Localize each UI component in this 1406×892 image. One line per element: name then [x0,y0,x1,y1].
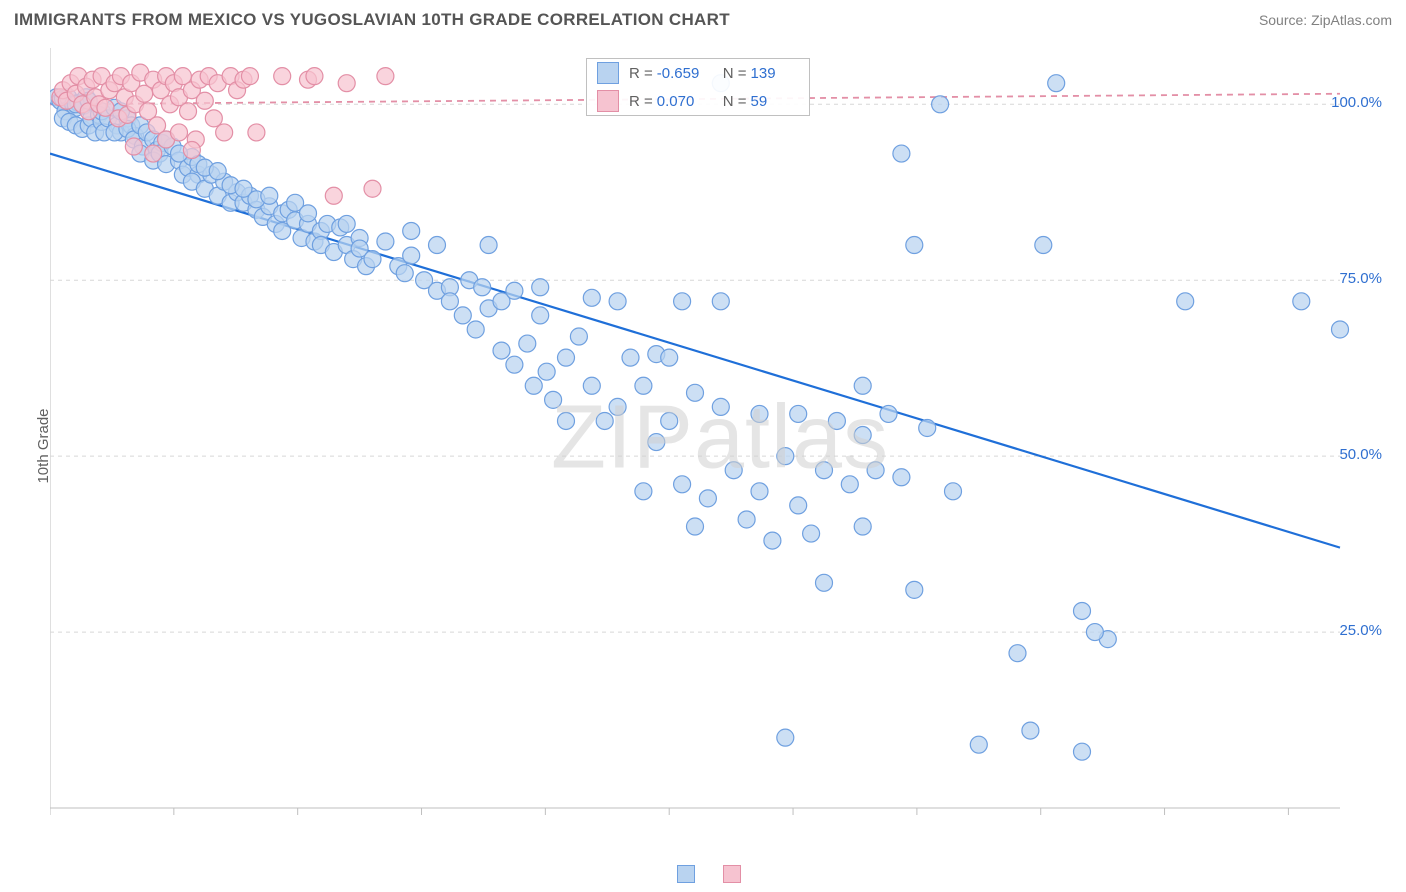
legend-swatch [723,865,741,883]
stat-n-label: N = [723,93,747,110]
stat-r-value: 0.070 [657,93,709,110]
legend-swatch [597,62,619,84]
stats-row: R =0.070 N =59 [587,87,809,115]
source-link[interactable]: ZipAtlas.com [1311,12,1392,28]
stat-r-label: R = [629,65,653,82]
y-tick-label: 50.0% [1339,446,1382,463]
stat-r-label: R = [629,93,653,110]
source-label: Source: [1259,12,1311,28]
stat-n-value: 59 [751,93,785,110]
y-tick-label: 25.0% [1339,622,1382,639]
stats-row: R =-0.659 N =139 [587,59,809,87]
legend-bottom [0,865,1406,884]
header: IMMIGRANTS FROM MEXICO VS YUGOSLAVIAN 10… [0,0,1406,34]
stat-r-value: -0.659 [657,65,709,82]
stat-n-value: 139 [751,65,785,82]
legend-swatch [677,865,695,883]
chart-title: IMMIGRANTS FROM MEXICO VS YUGOSLAVIAN 10… [14,10,730,30]
source-credit: Source: ZipAtlas.com [1259,12,1392,28]
scatter-chart [50,48,1390,828]
stats-legend: R =-0.659 N =139 R =0.070 N =59 [586,58,810,116]
chart-area: ZIPatlas 25.0%50.0%75.0%100.0% [50,48,1390,828]
stat-n-label: N = [723,65,747,82]
y-tick-label: 75.0% [1339,270,1382,287]
legend-swatch [597,90,619,112]
y-tick-label: 100.0% [1331,94,1382,111]
